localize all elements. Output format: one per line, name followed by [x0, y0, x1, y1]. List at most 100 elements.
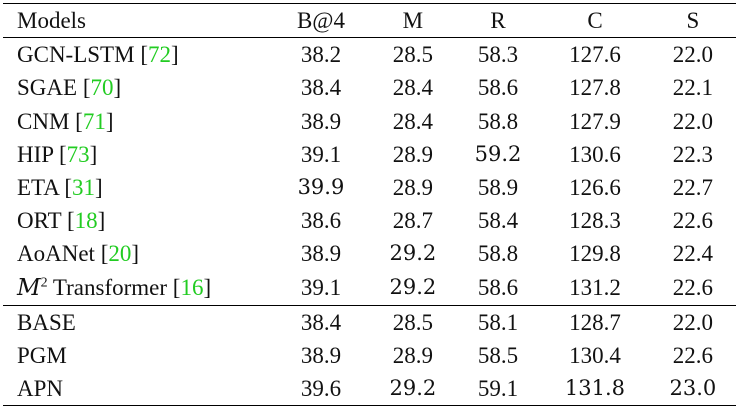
metric-cell: 28.7 [392, 208, 433, 234]
model-name-cell: SGAE [70] [17, 75, 122, 101]
metric-cell: 22.0 [672, 309, 714, 335]
header-spice: S [686, 8, 700, 34]
metric-cell: 38.4 [300, 309, 342, 335]
citation-link[interactable]: 20 [108, 241, 132, 267]
metric-cell: 130.6 [569, 141, 621, 167]
model-name: BASE [17, 309, 76, 335]
metric-cell: 38.9 [300, 241, 342, 267]
model-name-cell: CNM [71] [17, 108, 114, 134]
model-name-cell: AoANet [20] [17, 241, 140, 267]
metric-cell: 39.1 [300, 141, 342, 167]
metric-cell: 29.2 [389, 241, 437, 266]
metric-cell: 22.6 [672, 208, 714, 234]
metric-cell: 58.5 [477, 342, 519, 368]
header-meteor: M [402, 8, 424, 34]
metric-cell: 38.4 [300, 75, 342, 101]
model-name: Transformer [52, 274, 168, 300]
metric-cell: 130.4 [569, 342, 621, 368]
model-name: HIP [17, 141, 54, 167]
model-name-cell: M2 Transformer [16] [17, 274, 212, 301]
header-row: Models B@4 M R C S [3, 3, 736, 38]
metric-cell: 131.2 [569, 275, 621, 300]
model-prefix-sup: 2 [40, 274, 48, 290]
citation-link[interactable]: 73 [66, 141, 90, 167]
metric-cell: 58.6 [477, 275, 519, 300]
model-prefix: M [17, 274, 41, 301]
model-name: APN [17, 375, 64, 401]
citation-link[interactable]: 18 [74, 208, 98, 234]
metric-cell: 28.5 [392, 42, 433, 68]
metric-cell: 29.2 [389, 375, 437, 400]
model-name-cell: APN [3, 372, 272, 406]
metric-cell: 38.6 [300, 208, 342, 234]
metric-cell: 129.8 [569, 241, 621, 267]
metric-cell: 28.9 [392, 175, 433, 201]
table-row: CNM [71] 38.9 28.4 58.8 127.9 22.0 [3, 105, 736, 138]
header-bleu4: B@4 [296, 8, 345, 34]
metric-cell: 58.6 [477, 75, 519, 101]
header-rouge: R [490, 8, 506, 34]
metric-cell: 38.2 [300, 42, 342, 68]
metric-cell: 131.8 [564, 375, 626, 400]
metric-cell: 38.9 [300, 108, 342, 134]
metric-cell: 22.0 [672, 42, 714, 68]
model-name: PGM [17, 342, 67, 368]
metric-cell: 28.5 [392, 309, 433, 335]
metric-cell: 22.1 [672, 75, 714, 101]
metric-cell: 39.1 [300, 275, 342, 300]
metric-cell: 29.2 [389, 275, 437, 299]
table-row: ETA [31] 39.9 28.9 58.9 126.6 22.7 [3, 171, 736, 204]
metric-cell: 126.6 [569, 175, 621, 201]
model-name: CNM [17, 108, 70, 134]
metric-cell: 58.8 [477, 241, 519, 267]
table-row: M2 Transformer [16] 39.1 29.2 58.6 131.2 22.6 [3, 271, 736, 306]
metric-cell: 22.7 [672, 175, 714, 201]
table-row: GCN-LSTM [72] 38.2 28.5 58.3 127.6 22.0 [3, 38, 736, 72]
table-row: PGM 38.9 28.9 58.5 130.4 22.6 [3, 339, 736, 372]
metric-cell: 39.9 [297, 175, 345, 200]
model-name-cell: BASE [3, 305, 272, 339]
table-row: AoANet [20] 38.9 29.2 58.8 129.8 22.4 [3, 237, 736, 270]
metric-cell: 38.9 [300, 342, 342, 368]
table-row: APN 39.6 29.2 59.1 131.8 23.0 [3, 372, 736, 406]
model-name: ETA [17, 175, 59, 201]
citation-link[interactable]: 31 [72, 175, 96, 201]
metric-cell: 22.3 [672, 141, 714, 167]
metric-cell: 59.2 [474, 141, 522, 166]
metric-cell: 28.9 [392, 342, 433, 368]
metric-cell: 58.3 [477, 42, 519, 68]
model-name: ORT [17, 208, 62, 234]
metric-cell: 59.1 [477, 375, 519, 401]
table-row: ORT [18] 38.6 28.7 58.4 128.3 22.6 [3, 204, 736, 237]
model-name-cell: ETA [31] [17, 175, 103, 201]
metric-cell: 28.4 [392, 75, 433, 101]
metric-cell: 28.4 [392, 108, 433, 134]
metric-cell: 22.6 [672, 275, 714, 300]
metric-cell: 39.6 [300, 375, 342, 401]
citation-link[interactable]: 71 [82, 108, 106, 134]
citation-link[interactable]: 16 [180, 274, 204, 300]
metric-cell: 28.9 [392, 141, 433, 167]
metric-cell: 58.9 [477, 175, 519, 201]
table-row: HIP [73] 39.1 28.9 59.2 130.6 22.3 [3, 138, 736, 171]
table-body: GCN-LSTM [72] 38.2 28.5 58.3 127.6 22.0 SGAE [… [3, 38, 736, 406]
metric-cell: 58.1 [477, 309, 519, 335]
metric-cell: 127.6 [569, 42, 621, 68]
metric-cell: 128.3 [569, 208, 621, 234]
metric-cell: 58.4 [477, 208, 519, 234]
results-table: Models B@4 M R C S GCN-LSTM [72] 38.2 28.5… [3, 3, 736, 406]
model-name: SGAE [17, 75, 78, 101]
model-name: AoANet [17, 241, 95, 267]
citation-link[interactable]: 72 [147, 42, 171, 68]
header-cider: C [587, 8, 603, 34]
model-name: GCN-LSTM [17, 42, 135, 68]
model-name-cell: HIP [73] [17, 141, 98, 167]
citation-link[interactable]: 70 [90, 75, 114, 101]
metric-cell: 128.7 [569, 309, 621, 335]
metric-cell: 22.6 [672, 342, 714, 368]
metric-cell: 127.9 [569, 108, 621, 134]
model-name-cell: GCN-LSTM [72] [17, 42, 179, 68]
table-row: BASE 38.4 28.5 58.1 128.7 22.0 [3, 305, 736, 339]
metric-cell: 23.0 [669, 375, 717, 400]
model-name-cell: PGM [3, 339, 272, 372]
